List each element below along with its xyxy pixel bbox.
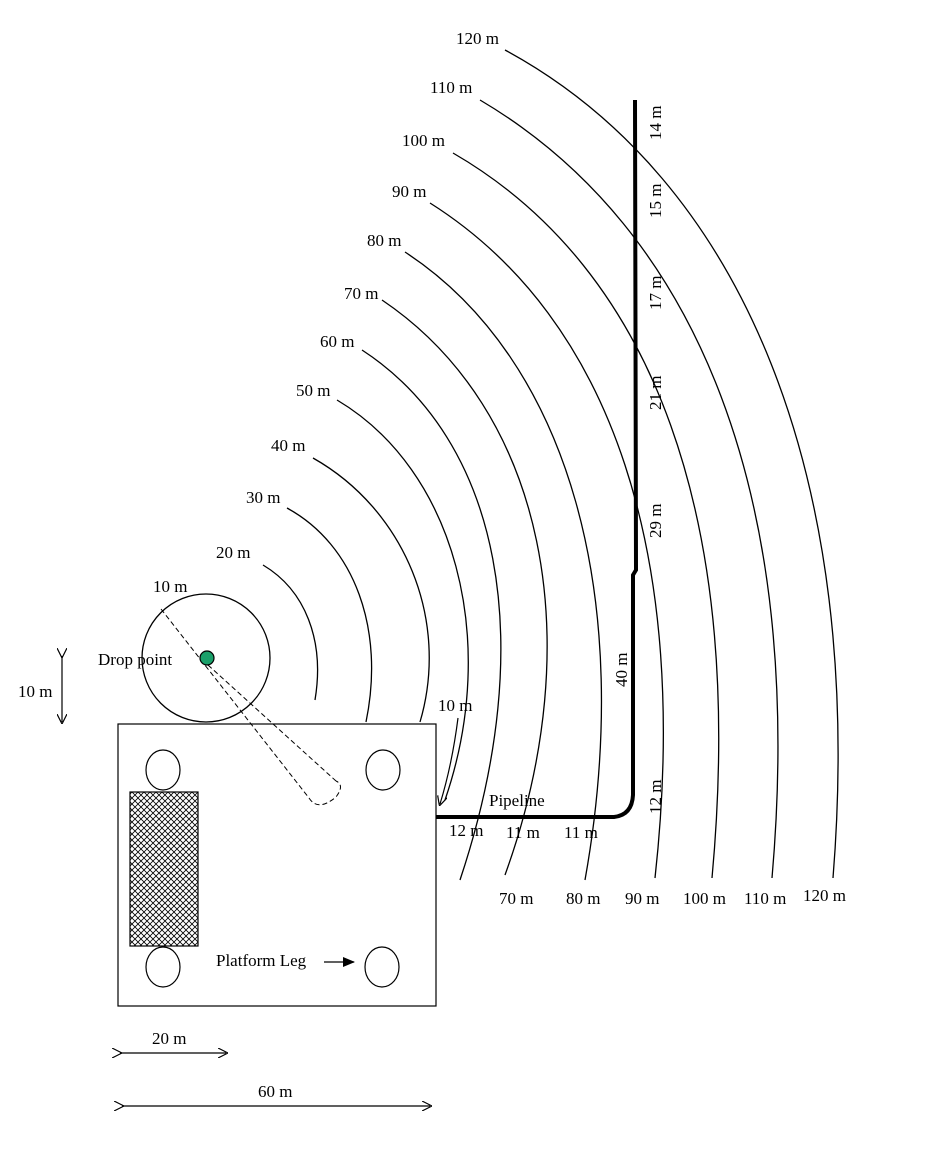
arc-label-70m: 70 m [344, 284, 378, 303]
segment-labels-horizontal: 12 m 11 m 11 m [449, 821, 598, 842]
arc-30m [286, 507, 373, 723]
arc-110m [479, 99, 779, 879]
segment-label-17m: 17 m [646, 276, 665, 310]
segment-labels-vertical: 14 m 15 m 17 m 21 m 29 m 40 m 12 m [612, 106, 665, 814]
arc-50m [336, 399, 469, 801]
dim-label-20m: 20 m [152, 1029, 186, 1048]
arc-label-bottom-70m: 70 m [499, 889, 533, 908]
arc-100m [452, 152, 720, 879]
arc-label-bottom-90m: 90 m [625, 889, 659, 908]
arc-label-30m: 30 m [246, 488, 280, 507]
arc-70m [381, 299, 548, 876]
arc-labels-bottom: 70 m 80 m 90 m 100 m 110 m 120 m [499, 886, 846, 908]
pipeline-label: Pipeline [489, 791, 545, 810]
segment-label-21m: 21 m [646, 376, 665, 410]
arc-label-40m: 40 m [271, 436, 305, 455]
distance-arcs [262, 49, 839, 881]
segment-label-12m-vertical: 12 m [646, 780, 665, 814]
arc-label-bottom-80m: 80 m [566, 889, 600, 908]
arc-120m [504, 49, 839, 879]
segment-label-11m-a: 11 m [506, 823, 540, 842]
pipeline [436, 99, 639, 819]
drop-corridor [160, 608, 341, 806]
arc-label-bottom-100m: 100 m [683, 889, 726, 908]
arc-label-120m: 120 m [456, 29, 499, 48]
platform-leg-ne [365, 749, 401, 791]
segment-label-14m: 14 m [646, 106, 665, 140]
arc-label-50m: 50 m [296, 381, 330, 400]
hatched-module [129, 791, 199, 947]
platform-leg-nw [145, 749, 181, 791]
arc-labels-top: 10 m 20 m 30 m 40 m 50 m 60 m 70 m 80 m … [153, 29, 499, 596]
drop-point-marker-icon [199, 650, 215, 666]
platform-leg-label: Platform Leg [216, 951, 307, 970]
drop-point-label: Drop point [98, 650, 172, 669]
segment-label-15m: 15 m [646, 184, 665, 218]
arc-60m [361, 349, 502, 881]
dim-label-left-10m: 10 m [18, 682, 52, 701]
platform-leg-sw [145, 946, 181, 988]
arc-label-10m: 10 m [153, 577, 187, 596]
segment-label-29m: 29 m [646, 504, 665, 538]
segment-label-40m: 40 m [612, 653, 631, 687]
arc-label-60m: 60 m [320, 332, 354, 351]
arc-label-20m: 20 m [216, 543, 250, 562]
arrow-icon [440, 717, 459, 804]
arc-40m [312, 457, 430, 723]
arc-label-90m: 90 m [392, 182, 426, 201]
dim-label-60m: 60 m [258, 1082, 292, 1101]
segment-label-11m-b: 11 m [564, 823, 598, 842]
arc-20m [262, 564, 319, 701]
arc-label-bottom-110m: 110 m [744, 889, 786, 908]
arc-label-110m: 110 m [430, 78, 472, 97]
segment-label-12m: 12 m [449, 821, 483, 840]
arc-80m [404, 251, 603, 881]
arc-90m [429, 202, 664, 879]
pointer-label-10m: 10 m [438, 696, 472, 715]
arc-label-bottom-120m: 120 m [803, 886, 846, 905]
arc-label-80m: 80 m [367, 231, 401, 250]
platform-leg-se [364, 946, 400, 988]
arc-label-100m: 100 m [402, 131, 445, 150]
